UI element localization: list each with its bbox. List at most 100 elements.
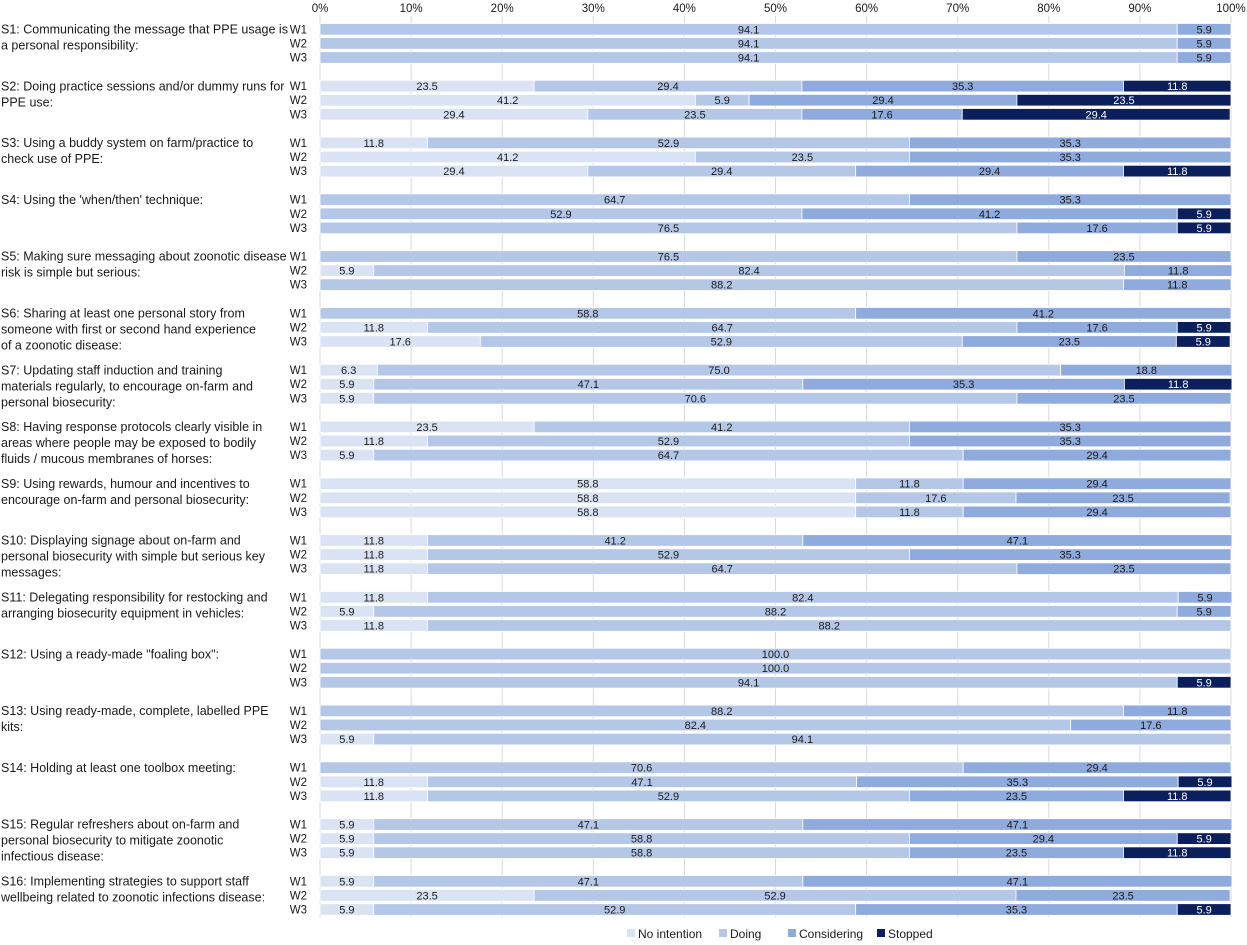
data-label: 76.5 (658, 252, 679, 264)
data-label: 11.8 (363, 322, 384, 334)
bar-segment (1060, 363, 1233, 377)
data-label: 58.8 (577, 308, 598, 320)
data-label: 11.8 (363, 436, 384, 448)
data-label: 5.9 (1196, 24, 1211, 36)
data-label: 23.5 (1059, 337, 1080, 349)
data-label: 29.4 (443, 109, 464, 121)
bar-segment (1175, 335, 1231, 348)
data-label: 11.8 (363, 564, 384, 576)
bar-segment (1123, 164, 1232, 178)
bar-segment (319, 662, 1232, 675)
data-label: 17.6 (871, 109, 892, 121)
x-tick-label: 40% (673, 3, 696, 15)
wave-label: W1 (290, 536, 307, 548)
data-label: 52.9 (658, 550, 679, 562)
bar-segment (1176, 221, 1232, 235)
wave-label: W1 (290, 252, 307, 264)
data-label: 58.8 (577, 493, 598, 505)
wave-label: W2 (290, 38, 307, 50)
bar-segment (1176, 832, 1232, 845)
data-label: 29.4 (1085, 109, 1106, 121)
wave-label: W1 (290, 706, 307, 718)
bar-segment (1016, 392, 1232, 405)
legend-swatch (627, 929, 635, 937)
data-label: 35.3 (953, 379, 974, 391)
data-label: 47.1 (1007, 536, 1028, 548)
data-label: 5.9 (1197, 777, 1212, 789)
data-label: 5.9 (1197, 592, 1212, 604)
bar-segment (1176, 903, 1232, 916)
data-label: 11.8 (363, 592, 384, 604)
data-label: 23.5 (1006, 848, 1027, 860)
wave-label: W1 (290, 763, 307, 775)
wave-label: W2 (290, 209, 307, 221)
legend-swatch (877, 929, 885, 937)
x-tick-label: 60% (855, 3, 878, 15)
wave-label: W3 (290, 905, 307, 917)
bar-segment (1176, 23, 1232, 36)
category-label: kits: (1, 720, 23, 734)
data-label: 41.2 (497, 95, 518, 107)
wave-label: W1 (290, 479, 307, 491)
data-label: 76.5 (658, 223, 679, 235)
category-label: personal biosecurity to mitigate zoonoti… (1, 834, 223, 848)
data-label: 23.5 (1113, 95, 1134, 107)
bar-segment (962, 505, 1232, 519)
bar-segment (319, 647, 1232, 661)
bar-segment (1124, 377, 1233, 391)
data-label: 82.4 (685, 720, 706, 732)
data-label: 58.8 (631, 848, 652, 860)
data-label: 5.9 (1196, 223, 1211, 235)
x-axis-ticks: 0% 10% 20% 30% 40% 50% 60% 70% 80% 90% 100% (312, 3, 1246, 15)
wave-label: W2 (290, 152, 307, 164)
data-label: 11.8 (363, 621, 384, 633)
data-label: 58.8 (631, 834, 652, 846)
data-label: 52.9 (658, 436, 679, 448)
data-label: 11.8 (1167, 848, 1188, 860)
x-tick-label: 80% (1037, 3, 1060, 15)
data-label: 17.6 (389, 337, 410, 349)
data-label: 5.9 (339, 876, 354, 888)
data-label: 58.8 (577, 507, 598, 519)
bar-segment (1016, 562, 1232, 575)
bar-segment (427, 619, 1232, 632)
legend-swatch (788, 929, 796, 937)
data-label: 41.2 (497, 152, 518, 164)
data-label: 11.8 (1167, 280, 1188, 292)
data-label: 82.4 (738, 266, 759, 278)
data-label: 11.8 (1167, 166, 1188, 178)
data-label: 23.5 (684, 109, 705, 121)
data-label: 88.2 (711, 280, 732, 292)
bar-segment (802, 818, 1233, 831)
data-label: 100.0 (762, 649, 790, 661)
data-label: 23.5 (1113, 252, 1134, 264)
legend: No intention Doing Considering Stopped (627, 927, 933, 941)
bar-segment (802, 534, 1233, 547)
wave-label: W2 (290, 95, 307, 107)
category-label: wellbeing related to zoonotic infections… (0, 891, 265, 905)
bar-segment (909, 548, 1232, 561)
data-label: 35.3 (952, 81, 973, 93)
wave-label: W3 (290, 450, 307, 462)
data-label: 52.9 (764, 890, 785, 902)
bar-segment (1176, 207, 1232, 221)
legend-label: Considering (799, 927, 863, 941)
data-label: 88.2 (711, 706, 732, 718)
data-label: 52.9 (658, 791, 679, 803)
data-label: 11.8 (363, 777, 384, 789)
category-label: S9: Using rewards, humour and incentives… (1, 477, 250, 491)
data-label: 29.4 (1086, 479, 1107, 491)
data-label: 64.7 (658, 450, 679, 462)
data-label: 5.9 (1196, 337, 1211, 349)
wave-label: W2 (290, 550, 307, 562)
wave-label: W1 (290, 81, 307, 93)
wave-label: W1 (290, 138, 307, 150)
category-label: someone with first or second hand experi… (1, 323, 256, 337)
category-label: areas where people may be exposed to bod… (1, 436, 257, 450)
data-label: 47.1 (1007, 820, 1028, 832)
bar-segment (1016, 94, 1232, 107)
wave-label: W1 (290, 308, 307, 320)
legend-label: No intention (638, 927, 702, 941)
data-label: 35.3 (1059, 152, 1080, 164)
